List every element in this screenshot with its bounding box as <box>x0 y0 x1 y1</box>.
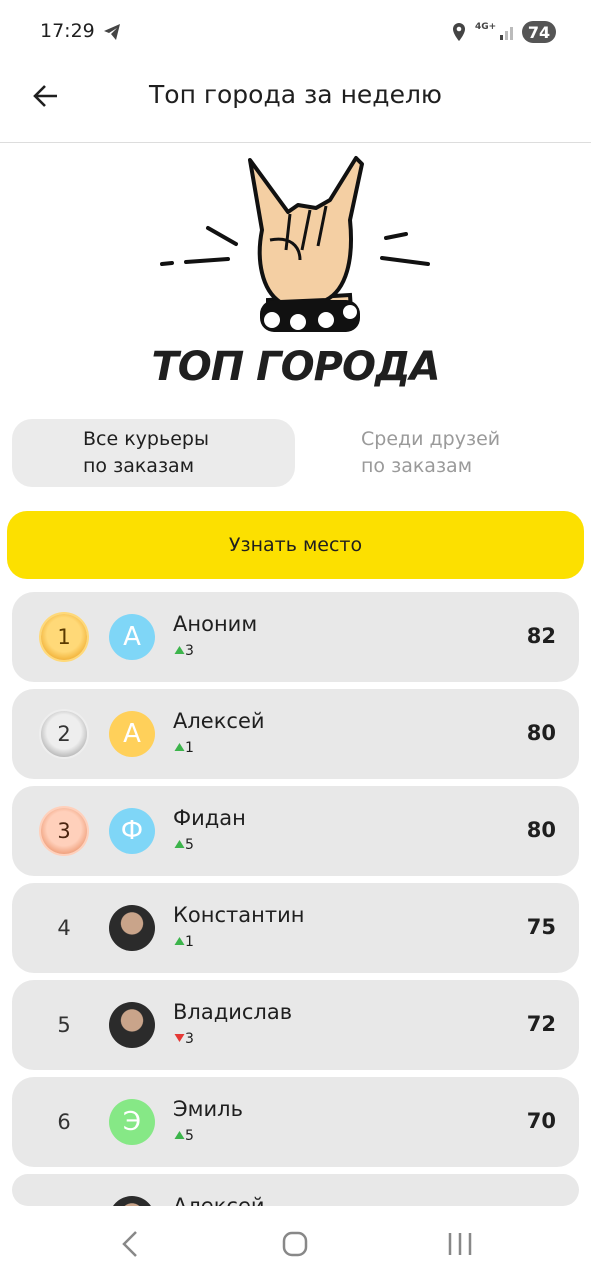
nav-recents[interactable] <box>446 1230 476 1258</box>
tab-label: Среди друзей <box>361 428 501 450</box>
change-value: 5 <box>185 837 194 853</box>
back-button[interactable] <box>30 82 62 110</box>
change-value: 1 <box>185 740 194 756</box>
nav-back[interactable] <box>116 1230 146 1258</box>
change-value: 3 <box>185 643 194 659</box>
score: 72 <box>526 1012 556 1036</box>
avatar-photo <box>109 1002 155 1048</box>
user-name: Алексей <box>173 1194 265 1206</box>
user-name: Константин <box>173 903 305 927</box>
arrow-up <box>174 646 185 654</box>
avatar: Ф <box>109 808 155 854</box>
avatar: Э <box>109 1099 155 1145</box>
nav-bar <box>0 1206 591 1280</box>
location-icon <box>453 23 465 41</box>
rank-medal: 2 <box>41 711 87 757</box>
rank: 6 <box>57 1110 71 1134</box>
arrow-down <box>174 1034 185 1042</box>
rank-change: 3 <box>174 1031 194 1047</box>
arrow-up <box>174 743 185 751</box>
tab-label: Все курьеры <box>83 428 209 450</box>
rank-change: 5 <box>174 1128 194 1144</box>
user-name: Аноним <box>173 612 258 636</box>
score: 80 <box>526 721 556 745</box>
rank-change: 1 <box>174 934 194 950</box>
leaderboard-row[interactable]: Алексей <box>12 1174 579 1206</box>
leaderboard-row[interactable]: 3 Ф Фидан 5 80 <box>12 786 579 876</box>
rank-change: 5 <box>174 837 194 853</box>
arrow-up <box>174 937 185 945</box>
find-place-button[interactable]: Узнать место <box>7 511 584 579</box>
score: 75 <box>526 915 556 939</box>
nav-home[interactable] <box>281 1230 311 1258</box>
hero-title: ТОП ГОРОДА <box>151 344 440 390</box>
user-name: Эмиль <box>173 1097 243 1121</box>
rank: 5 <box>57 1013 71 1037</box>
leaderboard-row[interactable]: 4 Константин 1 75 <box>12 883 579 973</box>
user-name: Владислав <box>173 1000 293 1024</box>
avatar: А <box>109 711 155 757</box>
arrow-up <box>174 1131 185 1139</box>
tab[interactable]: Среди друзей по заказам <box>295 419 578 487</box>
telegram-icon <box>104 24 120 40</box>
leaderboard-row[interactable]: 6 Э Эмиль 5 70 <box>12 1077 579 1167</box>
leaderboard-row[interactable]: 2 А Алексей 1 80 <box>12 689 579 779</box>
arrow-up <box>174 840 185 848</box>
rank-change: 3 <box>174 643 194 659</box>
score: 82 <box>526 624 556 648</box>
avatar: А <box>109 614 155 660</box>
score: 70 <box>526 1109 556 1133</box>
change-value: 5 <box>185 1128 194 1144</box>
rank-medal: 1 <box>41 614 87 660</box>
battery: 74 <box>522 21 556 43</box>
network-type: 4G+ <box>475 22 497 32</box>
tab[interactable]: Все курьеры по заказам <box>12 419 295 487</box>
header-title: Топ города за неделю <box>149 80 442 109</box>
change-value: 1 <box>185 934 194 950</box>
rank: 4 <box>57 916 71 940</box>
change-value: 3 <box>185 1031 194 1047</box>
leaderboard-row[interactable]: 5 Владислав 3 72 <box>12 980 579 1070</box>
avatar-photo <box>109 1196 155 1206</box>
user-name: Фидан <box>173 806 246 830</box>
signal-icon <box>500 27 513 40</box>
user-name: Алексей <box>173 709 265 733</box>
status-time: 17:29 <box>40 20 95 42</box>
divider <box>0 142 591 143</box>
hero-illustration <box>160 156 430 332</box>
rank-change: 1 <box>174 740 194 756</box>
avatar-photo <box>109 905 155 951</box>
score: 80 <box>526 818 556 842</box>
tab-label: по заказам <box>83 455 195 477</box>
rank-medal: 3 <box>41 808 87 854</box>
leaderboard-row[interactable]: 1 А Аноним 3 82 <box>12 592 579 682</box>
tab-label: по заказам <box>361 455 473 477</box>
